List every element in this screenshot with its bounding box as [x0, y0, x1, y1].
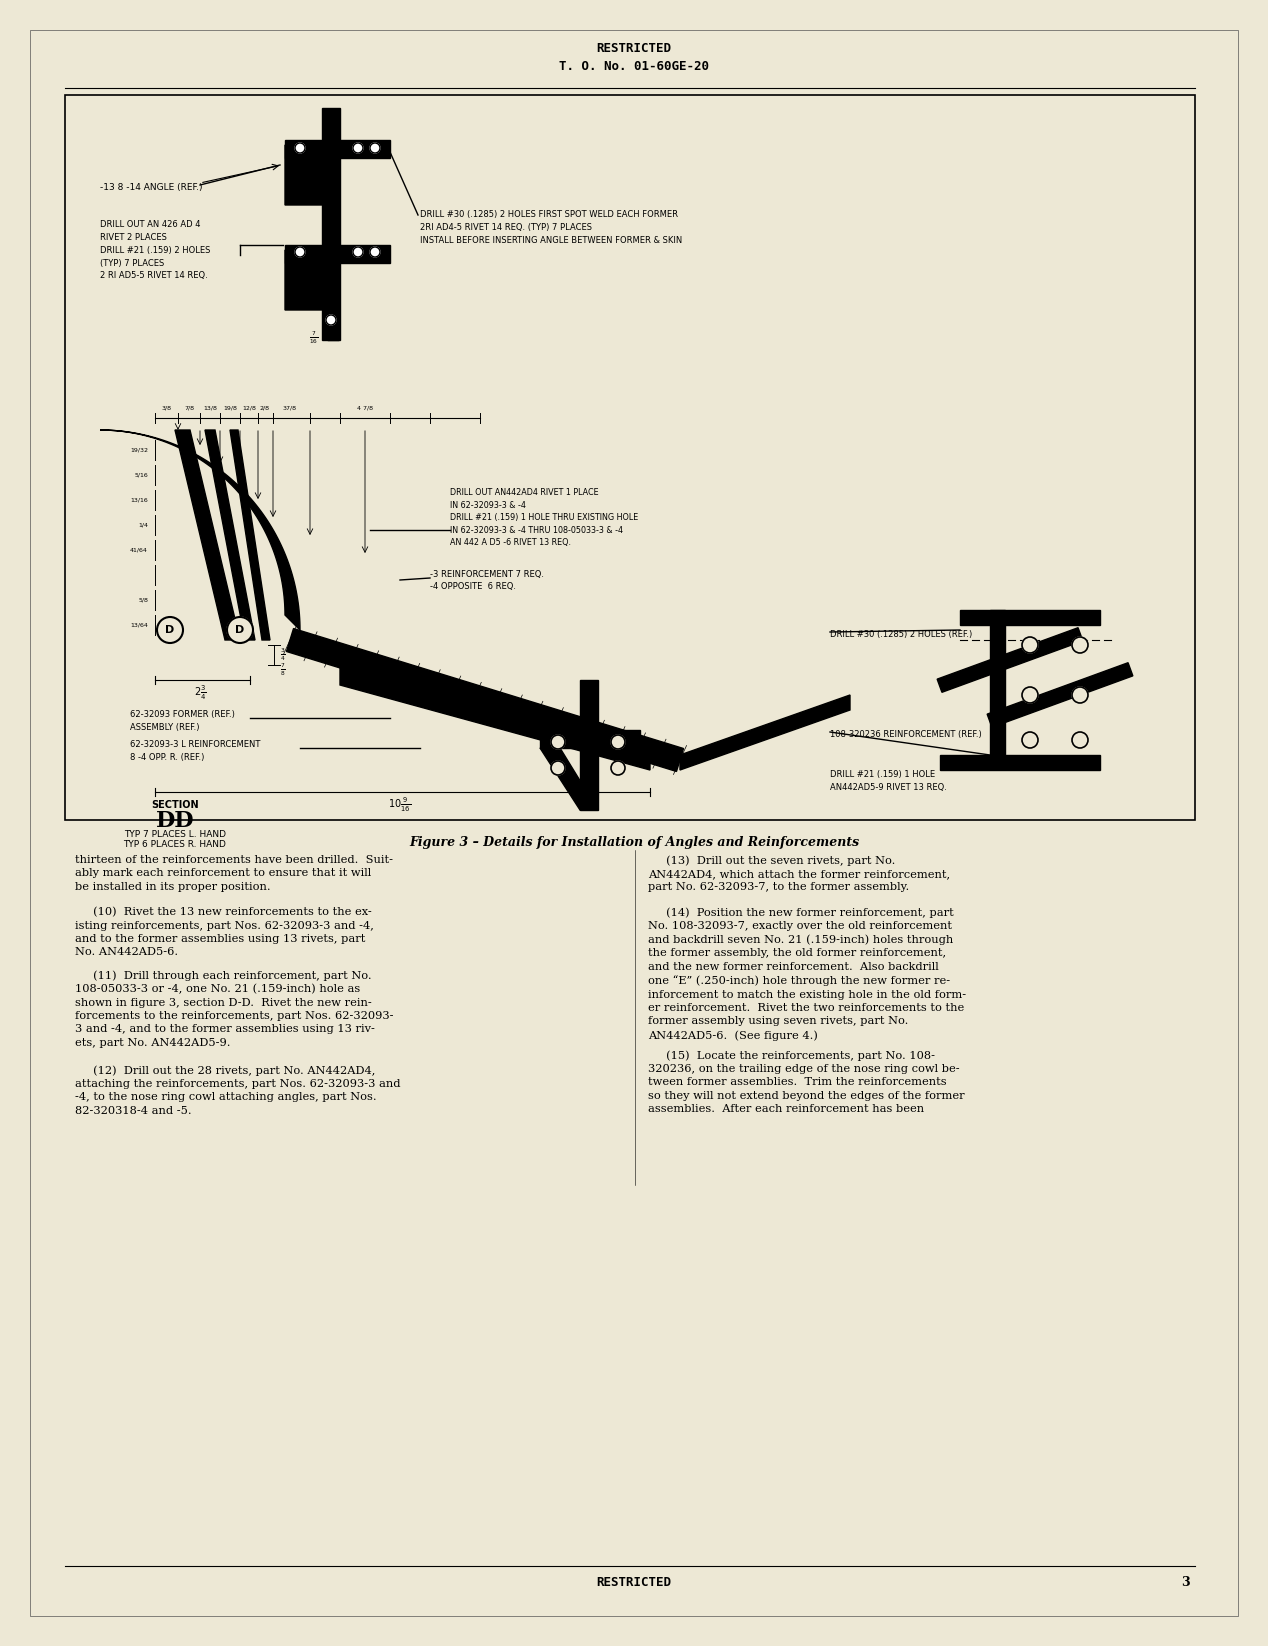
Text: DRILL #30 (.1285) 2 HOLES FIRST SPOT WELD EACH FORMER
2RI AD4-5 RIVET 14 REQ. (T: DRILL #30 (.1285) 2 HOLES FIRST SPOT WEL… [420, 211, 682, 245]
Circle shape [552, 760, 566, 775]
Text: DD: DD [156, 810, 194, 831]
Text: (15)  Locate the reinforcements, part No. 108-
320236, on the trailing edge of t: (15) Locate the reinforcements, part No.… [648, 1050, 965, 1114]
Circle shape [1022, 686, 1038, 703]
Circle shape [370, 143, 380, 153]
Text: RESTRICTED: RESTRICTED [596, 43, 672, 54]
Text: 62-32093-3 L REINFORCEMENT
8 -4 OPP. R. (REF.): 62-32093-3 L REINFORCEMENT 8 -4 OPP. R. … [131, 741, 260, 762]
Polygon shape [940, 756, 1101, 770]
Polygon shape [960, 611, 1101, 625]
Text: 41/64: 41/64 [131, 548, 148, 553]
Text: D: D [165, 625, 175, 635]
Text: DRILL OUT AN442AD4 RIVET 1 PLACE
IN 62-32093-3 & -4
DRILL #21 (.159) 1 HOLE THRU: DRILL OUT AN442AD4 RIVET 1 PLACE IN 62-3… [450, 487, 638, 546]
Polygon shape [322, 109, 340, 341]
Circle shape [353, 143, 363, 153]
Text: 4 7/8: 4 7/8 [358, 405, 373, 410]
Text: 3/8: 3/8 [162, 405, 172, 410]
Circle shape [1071, 637, 1088, 653]
Bar [65, 95, 1194, 820]
Text: SECTION: SECTION [151, 800, 199, 810]
Text: (14)  Position the new former reinforcement, part
No. 108-32093-7, exactly over : (14) Position the new former reinforceme… [648, 907, 966, 1040]
Polygon shape [285, 250, 322, 309]
Text: 10$\frac{9}{16}$: 10$\frac{9}{16}$ [388, 797, 412, 815]
Polygon shape [285, 245, 391, 263]
Text: 1/4: 1/4 [138, 522, 148, 527]
Polygon shape [100, 430, 301, 630]
Circle shape [353, 247, 363, 257]
Polygon shape [988, 663, 1132, 728]
Text: $\frac{7}{8}$: $\frac{7}{8}$ [280, 662, 285, 678]
Polygon shape [285, 145, 322, 206]
Text: 13/64: 13/64 [131, 622, 148, 627]
Polygon shape [680, 695, 850, 770]
Polygon shape [205, 430, 255, 640]
Text: 2/8: 2/8 [259, 405, 269, 410]
Text: 19/32: 19/32 [131, 448, 148, 453]
Text: DRILL OUT AN 426 AD 4
RIVET 2 PLACES
DRILL #21 (.159) 2 HOLES
(TYP) 7 PLACES
2 R: DRILL OUT AN 426 AD 4 RIVET 2 PLACES DRI… [100, 221, 210, 280]
Text: 13/8: 13/8 [203, 405, 217, 410]
Circle shape [157, 617, 183, 644]
Text: 19/8: 19/8 [223, 405, 237, 410]
Circle shape [1071, 732, 1088, 747]
Circle shape [370, 247, 380, 257]
Text: 12/8: 12/8 [242, 405, 256, 410]
Text: TYP 7 PLACES L. HAND: TYP 7 PLACES L. HAND [124, 830, 226, 839]
Text: 13/16: 13/16 [131, 497, 148, 502]
Text: Figure 3 – Details for Installation of Angles and Reinforcements: Figure 3 – Details for Installation of A… [410, 836, 858, 849]
Polygon shape [540, 729, 640, 747]
Polygon shape [230, 430, 270, 640]
Circle shape [227, 617, 254, 644]
Polygon shape [285, 140, 391, 158]
Polygon shape [540, 747, 598, 810]
Text: 7/8: 7/8 [184, 405, 194, 410]
Text: DRILL #30 (.1285) 2 HOLES (REF.): DRILL #30 (.1285) 2 HOLES (REF.) [831, 630, 973, 639]
Text: $\frac{3}{4}$: $\frac{3}{4}$ [280, 647, 285, 663]
Polygon shape [937, 627, 1083, 693]
Text: D: D [236, 625, 245, 635]
Text: -13 8 -14 ANGLE (REF.): -13 8 -14 ANGLE (REF.) [100, 183, 203, 193]
Polygon shape [287, 629, 683, 772]
Circle shape [1071, 686, 1088, 703]
Text: $\frac{7}{16}$: $\frac{7}{16}$ [308, 329, 318, 346]
Circle shape [295, 247, 306, 257]
Text: (10)  Rivet the 13 new reinforcements to the ex-
isting reinforcements, part Nos: (10) Rivet the 13 new reinforcements to … [75, 907, 374, 958]
Circle shape [326, 314, 336, 324]
Text: (12)  Drill out the 28 rivets, part No. AN442AD4,
attaching the reinforcements, : (12) Drill out the 28 rivets, part No. A… [75, 1065, 401, 1116]
Circle shape [552, 736, 566, 749]
Polygon shape [175, 430, 240, 640]
Circle shape [1022, 732, 1038, 747]
Text: (11)  Drill through each reinforcement, part No.
108-05033-3 or -4, one No. 21 (: (11) Drill through each reinforcement, p… [75, 969, 393, 1049]
Text: 5/16: 5/16 [134, 472, 148, 477]
Text: 5/8: 5/8 [138, 597, 148, 602]
Polygon shape [340, 650, 650, 770]
Text: (13)  Drill out the seven rivets, part No.
AN442AD4, which attach the former rei: (13) Drill out the seven rivets, part No… [648, 854, 950, 892]
Text: T. O. No. 01-60GE-20: T. O. No. 01-60GE-20 [559, 59, 709, 72]
Text: 108-320236 REINFORCEMENT (REF.): 108-320236 REINFORCEMENT (REF.) [831, 729, 981, 739]
Text: 2$\frac{3}{4}$: 2$\frac{3}{4}$ [194, 685, 207, 703]
Circle shape [1022, 637, 1038, 653]
Text: DRILL #21 (.159) 1 HOLE
AN442AD5-9 RIVET 13 REQ.: DRILL #21 (.159) 1 HOLE AN442AD5-9 RIVET… [831, 770, 947, 792]
Text: 37/8: 37/8 [283, 405, 297, 410]
Text: 3: 3 [1182, 1575, 1189, 1588]
Circle shape [295, 143, 306, 153]
Text: 62-32093 FORMER (REF.)
ASSEMBLY (REF.): 62-32093 FORMER (REF.) ASSEMBLY (REF.) [131, 709, 235, 731]
Text: thirteen of the reinforcements have been drilled.  Suit-
ably mark each reinforc: thirteen of the reinforcements have been… [75, 854, 393, 892]
Circle shape [611, 760, 625, 775]
Polygon shape [579, 680, 598, 810]
Text: TYP 6 PLACES R. HAND: TYP 6 PLACES R. HAND [123, 839, 227, 849]
Text: RESTRICTED: RESTRICTED [596, 1575, 672, 1588]
Polygon shape [990, 611, 1006, 760]
Circle shape [611, 736, 625, 749]
Text: -3 REINFORCEMENT 7 REQ.
-4 OPPOSITE  6 REQ.: -3 REINFORCEMENT 7 REQ. -4 OPPOSITE 6 RE… [430, 570, 544, 591]
